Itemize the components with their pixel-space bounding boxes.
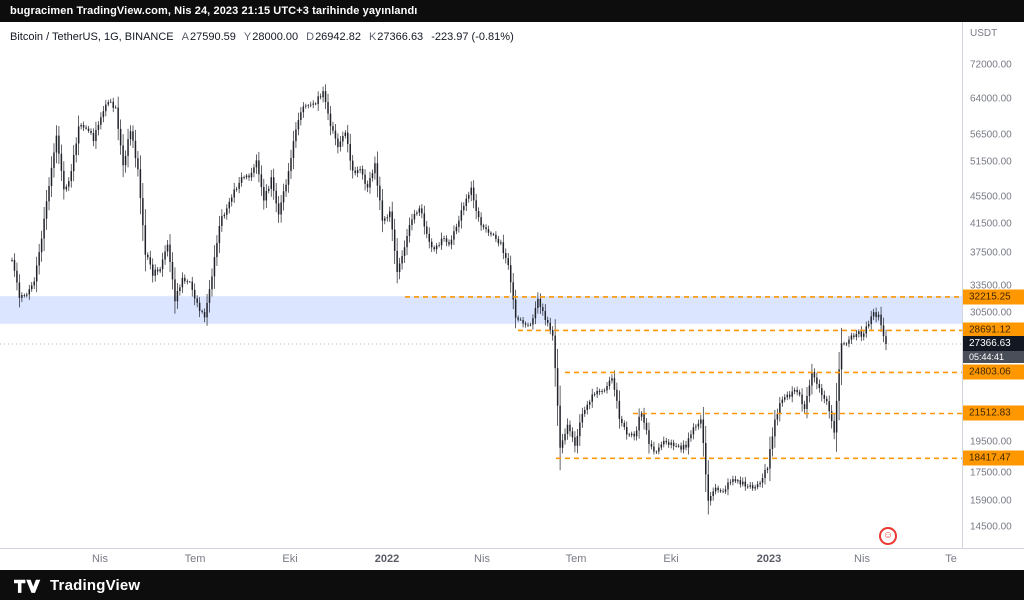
time-tick: Nis (474, 553, 490, 565)
level-price-label[interactable]: 24803.06 (963, 364, 1024, 380)
price-tick: 30500.00 (970, 307, 1012, 319)
price-tick: 72000.00 (970, 59, 1012, 71)
brand-name: TradingView (50, 576, 141, 594)
level-price-label[interactable]: 32215.25 (963, 289, 1024, 305)
low-value: 26942.82 (315, 31, 361, 43)
price-tick: 51500.00 (970, 156, 1012, 167)
ohlc-open: A27590.59 (182, 31, 236, 43)
chart-legend[interactable]: Bitcoin / TetherUS, 1G, BINANCE A27590.5… (10, 31, 514, 43)
close-label: K (368, 31, 377, 43)
footer-bar: TradingView (0, 570, 1024, 600)
close-value: 27366.63 (377, 31, 424, 43)
price-tick: 56500.00 (970, 129, 1012, 141)
level-price-label[interactable]: 21512.83 (963, 405, 1024, 421)
last-price-label: 27366.63 05:44:41 (963, 336, 1024, 364)
level-price-label[interactable]: 28691.12 (963, 322, 1024, 338)
price-tick: 64000.00 (970, 93, 1012, 105)
time-tick: 2023 (756, 553, 782, 565)
symbol-title: Bitcoin / TetherUS, 1G, BINANCE (10, 31, 174, 43)
price-tick: 41500.00 (970, 218, 1012, 230)
tradingview-logo (14, 579, 41, 593)
tradingview-link[interactable]: TradingView (14, 576, 140, 594)
change-value: -223.97 (-0.81%) (431, 31, 514, 43)
price-tick: 19500.00 (970, 436, 1012, 448)
low-label: D (306, 31, 315, 43)
chart-area[interactable]: Bitcoin / TetherUS, 1G, BINANCE A27590.5… (0, 22, 962, 548)
published-text: bugracimen TradingView.com, Nis 24, 2023… (10, 5, 418, 17)
countdown-label: 05:44:41 (963, 351, 1024, 364)
ohlc-high: Y28000.00 (244, 31, 298, 43)
time-tick: Tem (184, 553, 206, 565)
time-axis[interactable]: Nis Tem Eki 2022 Nis Tem Eki 2023 Nis Te (0, 548, 1024, 570)
level-price-label[interactable]: 18417.47 (963, 450, 1024, 466)
sticker-emoji[interactable]: ☺ (879, 527, 897, 545)
ohlc-low: D26942.82 (306, 31, 361, 43)
time-tick: 2022 (374, 553, 400, 565)
price-axis[interactable]: USDT 27366.63 05:44:41 72000.00 64000.00 5… (962, 22, 1024, 548)
price-tick: 17500.00 (970, 467, 1012, 479)
open-value: 27590.59 (189, 31, 236, 43)
open-label: A (181, 31, 189, 43)
price-tick: 14500.00 (970, 521, 1012, 533)
support-zone-band[interactable] (0, 296, 962, 324)
published-bar: bugracimen TradingView.com, Nis 24, 2023… (0, 0, 1024, 22)
time-tick: Nis (92, 553, 108, 565)
time-tick: Te (945, 553, 957, 565)
time-tick: Nis (854, 553, 870, 565)
last-price-value: 27366.63 (963, 336, 1024, 352)
price-tick: 33500.00 (970, 280, 1012, 292)
price-tick: 45500.00 (970, 191, 1012, 203)
price-tick: 37500.00 (970, 247, 1012, 259)
high-label: Y (243, 31, 252, 43)
time-tick: Eki (663, 553, 679, 565)
time-tick: Eki (282, 553, 298, 565)
axis-currency: USDT (970, 28, 998, 39)
sticker-glyph: ☺ (882, 530, 894, 541)
time-tick: Tem (565, 553, 587, 565)
price-chart[interactable] (0, 22, 962, 548)
high-value: 28000.00 (252, 31, 299, 43)
ohlc-close: K27366.63 (369, 31, 423, 43)
candle-bodies (11, 91, 887, 501)
price-tick: 15900.00 (970, 495, 1012, 507)
